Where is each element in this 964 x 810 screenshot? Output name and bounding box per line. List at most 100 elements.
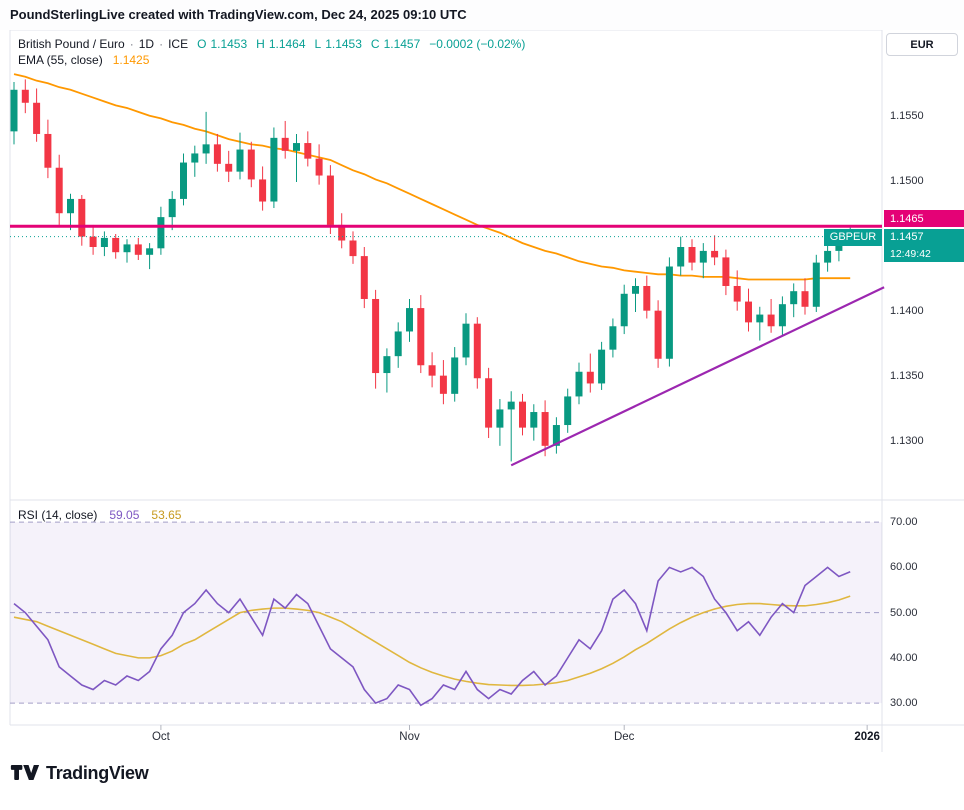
candle-body	[485, 378, 493, 428]
ema-value: 1.1425	[112, 53, 150, 67]
candle-body	[360, 256, 368, 299]
chart-canvas[interactable]	[0, 0, 964, 760]
time-tick-label: Nov	[399, 731, 420, 743]
candle-body	[406, 308, 413, 332]
candle-body	[756, 314, 764, 323]
candle-body	[383, 356, 391, 374]
ema-indicator-label[interactable]: EMA (55, close)	[18, 53, 103, 67]
candle-body	[349, 240, 357, 257]
candle-body	[293, 143, 300, 151]
candle-body	[654, 310, 662, 359]
candle-body	[564, 396, 572, 426]
candle-body	[462, 323, 470, 358]
candle-body	[665, 266, 673, 359]
candle-body	[168, 198, 176, 218]
candle-body	[643, 285, 651, 311]
candle-body	[89, 236, 97, 248]
candle-body	[835, 245, 843, 251]
currency-toggle-button[interactable]: EUR	[886, 33, 958, 56]
candle-body	[134, 244, 142, 255]
candle-body	[733, 285, 741, 302]
candle-body	[112, 237, 120, 253]
candle-body	[620, 293, 628, 327]
candle-body	[496, 409, 504, 428]
rsi-value: 59.05	[109, 508, 140, 522]
candle-body	[586, 371, 594, 384]
open-label: O	[197, 37, 207, 51]
symbol-name[interactable]: British Pound / Euro	[18, 37, 125, 51]
symbol-tag-badge: GBPEUR	[824, 228, 882, 246]
tradingview-logo-icon	[10, 765, 40, 781]
price-tick-label: 1.1300	[890, 434, 924, 447]
time-tick-label: Oct	[151, 731, 170, 743]
candle-body	[519, 401, 526, 428]
candle-body	[507, 401, 515, 410]
candle-body	[10, 89, 18, 132]
candle-body	[428, 365, 436, 376]
candle-body	[326, 175, 334, 225]
legend-separator: ·	[159, 37, 164, 51]
candle-body	[372, 298, 380, 374]
high-value: 1.1464	[268, 37, 306, 51]
candle-body	[790, 291, 798, 305]
ema-legend: EMA (55, close) 1.1425	[18, 53, 149, 67]
candle-body	[315, 158, 323, 176]
ascending-trendline[interactable]	[510, 286, 885, 467]
candle-body	[180, 162, 187, 199]
rsi-tick-label: 50.00	[890, 606, 918, 619]
candle-body	[44, 133, 52, 168]
tradingview-wordmark: TradingView	[46, 762, 149, 783]
exchange-label: ICE	[168, 37, 189, 51]
candle-body	[745, 301, 752, 323]
legend-separator: ·	[129, 37, 134, 51]
candle-body	[439, 375, 447, 394]
candle-body	[711, 250, 719, 258]
candle-body	[281, 137, 289, 151]
candle-body	[270, 137, 278, 202]
close-label: C	[370, 37, 380, 51]
rsi-line	[13, 566, 851, 707]
rsi-indicator-label[interactable]: RSI (14, close)	[18, 508, 98, 522]
candle-body	[202, 144, 210, 154]
candle-body	[55, 167, 63, 214]
rsi-tick-label: 30.00	[890, 697, 918, 710]
rsi-tick-label: 60.00	[890, 561, 918, 574]
candle-body	[598, 349, 606, 384]
bar-countdown-badge: 12:49:42	[884, 245, 964, 262]
candle-body	[247, 149, 255, 180]
rsi-ma-value: 53.65	[151, 508, 182, 522]
candle-body	[688, 247, 696, 263]
tradingview-footer-link[interactable]: TradingView	[10, 762, 149, 784]
resistance-price-badge: 1.1465	[884, 210, 964, 228]
rsi-tick-label: 70.00	[890, 516, 918, 529]
interval-label[interactable]: 1D	[138, 37, 155, 51]
candle-body	[123, 244, 131, 253]
rsi-legend: RSI (14, close) 59.05 53.65	[18, 508, 181, 522]
rsi-tick-label: 40.00	[890, 651, 918, 664]
last-price-badge: 1.1457	[884, 228, 964, 246]
time-tick-label: 2026	[854, 731, 880, 743]
candle-body	[767, 314, 775, 327]
candle-body	[632, 285, 639, 294]
header-attribution: PoundSterlingLive created with TradingVi…	[10, 7, 467, 22]
candle-body	[33, 102, 41, 134]
candle-body	[473, 323, 481, 379]
candle-body	[677, 247, 685, 267]
candle-body	[552, 425, 560, 446]
candle-body	[157, 217, 165, 249]
candle-body	[530, 412, 538, 428]
candle-body	[259, 179, 267, 202]
candle-body	[609, 326, 617, 350]
candle-body	[699, 250, 707, 263]
candle-body	[100, 237, 108, 248]
time-tick-label: Dec	[613, 731, 635, 743]
high-label: H	[256, 37, 265, 51]
candle-body	[575, 371, 583, 397]
open-value: 1.1453	[210, 37, 248, 51]
candle-body	[394, 331, 402, 357]
price-tick-label: 1.1500	[890, 174, 924, 187]
candle-body	[812, 262, 820, 307]
main-legend: British Pound / Euro · 1D · ICE O 1.1453…	[18, 37, 525, 51]
candle-body	[722, 257, 730, 286]
